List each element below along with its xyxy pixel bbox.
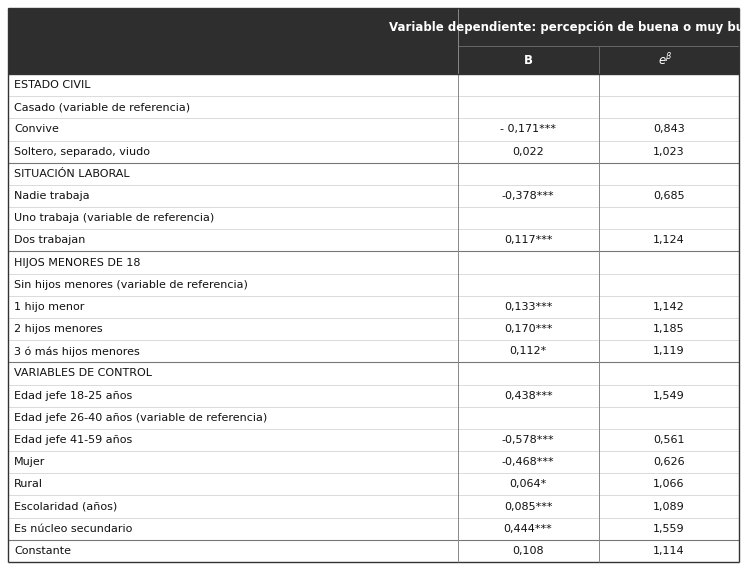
Text: 0,117***: 0,117*** [504,235,552,245]
Text: 0,170***: 0,170*** [504,324,552,334]
Text: Mujer: Mujer [14,457,46,467]
Text: 0,108: 0,108 [512,546,544,556]
Text: 1,142: 1,142 [653,302,685,312]
Text: 1,124: 1,124 [653,235,685,245]
Text: Escolaridad (años): Escolaridad (años) [14,502,117,511]
Text: Edad jefe 18-25 años: Edad jefe 18-25 años [14,390,132,401]
Text: VARIABLES DE CONTROL: VARIABLES DE CONTROL [14,368,152,378]
Text: Edad jefe 41-59 años: Edad jefe 41-59 años [14,435,132,445]
Text: 1,089: 1,089 [653,502,685,511]
Text: Casado (variable de referencia): Casado (variable de referencia) [14,102,190,112]
Text: 2 hijos menores: 2 hijos menores [14,324,102,334]
Text: Soltero, separado, viudo: Soltero, separado, viudo [14,146,150,157]
Text: Constante: Constante [14,546,71,556]
Text: 0,064*: 0,064* [509,479,547,490]
Text: HIJOS MENORES DE 18: HIJOS MENORES DE 18 [14,258,140,267]
Text: 0,843: 0,843 [653,124,685,135]
Text: 1 hijo menor: 1 hijo menor [14,302,84,312]
Text: B: B [524,54,533,67]
Text: ESTADO CIVIL: ESTADO CIVIL [14,80,90,90]
Text: SITUACIÓN LABORAL: SITUACIÓN LABORAL [14,169,130,179]
Text: 1,185: 1,185 [653,324,685,334]
Text: 3 ó más hijos menores: 3 ó más hijos menores [14,346,140,356]
Text: -0,378***: -0,378*** [502,191,554,201]
Text: Sin hijos menores (variable de referencia): Sin hijos menores (variable de referenci… [14,280,248,290]
Text: 0,685: 0,685 [653,191,685,201]
Text: Es núcleo secundario: Es núcleo secundario [14,524,132,534]
Text: 0,444***: 0,444*** [503,524,553,534]
Text: 1,549: 1,549 [653,390,685,401]
Text: Variable dependiente: percepción de buena o muy buena salud: Variable dependiente: percepción de buen… [388,21,747,34]
Text: 0,438***: 0,438*** [503,390,553,401]
Text: 0,561: 0,561 [653,435,684,445]
Text: Rural: Rural [14,479,43,490]
Bar [8,8,739,74]
Text: 0,133***: 0,133*** [504,302,552,312]
Text: 0,112*: 0,112* [509,346,547,356]
Text: 0,085***: 0,085*** [504,502,552,511]
Text: -0,578***: -0,578*** [502,435,554,445]
Text: Edad jefe 26-40 años (variable de referencia): Edad jefe 26-40 años (variable de refere… [14,413,267,423]
Text: Nadie trabaja: Nadie trabaja [14,191,90,201]
Text: 0,022: 0,022 [512,146,544,157]
Text: 1,114: 1,114 [653,546,685,556]
Text: Convive: Convive [14,124,59,135]
Text: 1,559: 1,559 [653,524,685,534]
Text: 1,119: 1,119 [653,346,685,356]
Text: 1,066: 1,066 [653,479,684,490]
Text: $e^{\beta}$: $e^{\beta}$ [658,52,673,68]
Text: Dos trabajan: Dos trabajan [14,235,85,245]
Text: 0,626: 0,626 [653,457,685,467]
Text: Uno trabaja (variable de referencia): Uno trabaja (variable de referencia) [14,213,214,223]
Text: 1,023: 1,023 [653,146,685,157]
Text: -0,468***: -0,468*** [502,457,554,467]
Text: - 0,171***: - 0,171*** [500,124,556,135]
